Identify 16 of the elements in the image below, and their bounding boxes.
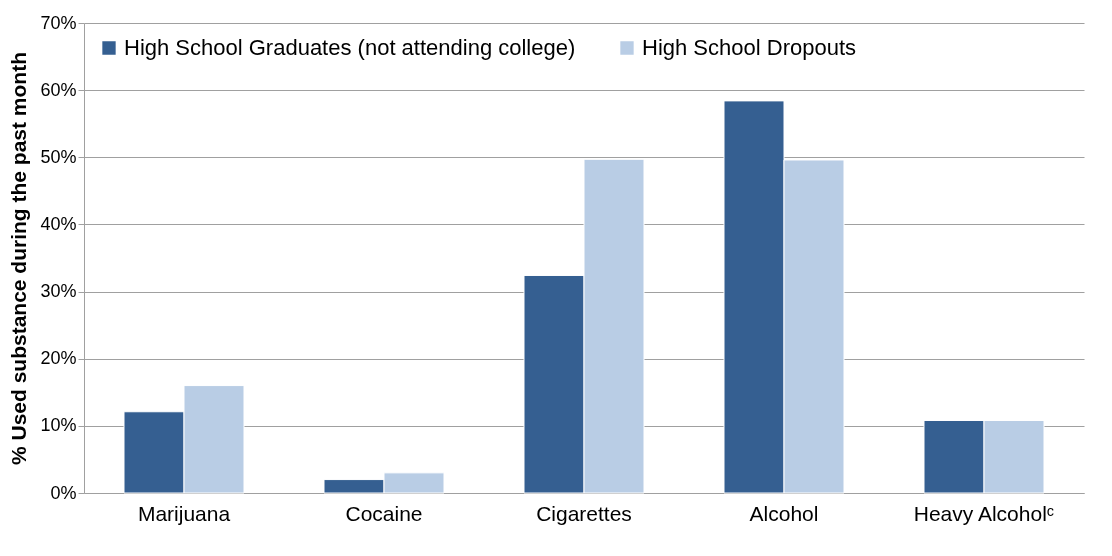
- x-tick-label: Marijuana: [137, 501, 231, 525]
- y-tick-label: 60%: [40, 79, 77, 100]
- y-tick-label: 10%: [40, 415, 77, 436]
- y-axis-title: % Used substance during the past month: [7, 51, 31, 466]
- x-tick-label: Alcohol: [749, 501, 819, 525]
- y-tick-label: 50%: [40, 146, 77, 167]
- legend-label: High School Graduates (not attending college): [124, 35, 576, 60]
- y-tick-label: 40%: [40, 213, 77, 234]
- x-tick-label: Cocaine: [345, 501, 423, 525]
- legend-label: High School Dropouts: [642, 35, 857, 60]
- y-tick-label: 70%: [40, 12, 77, 33]
- y-tick-label: 20%: [40, 348, 77, 369]
- y-tick-label: 0%: [50, 482, 77, 503]
- x-tick-label: Cigarettes: [536, 501, 632, 525]
- y-tick-label: 30%: [40, 281, 77, 302]
- x-tick-label: Heavy Alcoholᶜ: [913, 501, 1055, 525]
